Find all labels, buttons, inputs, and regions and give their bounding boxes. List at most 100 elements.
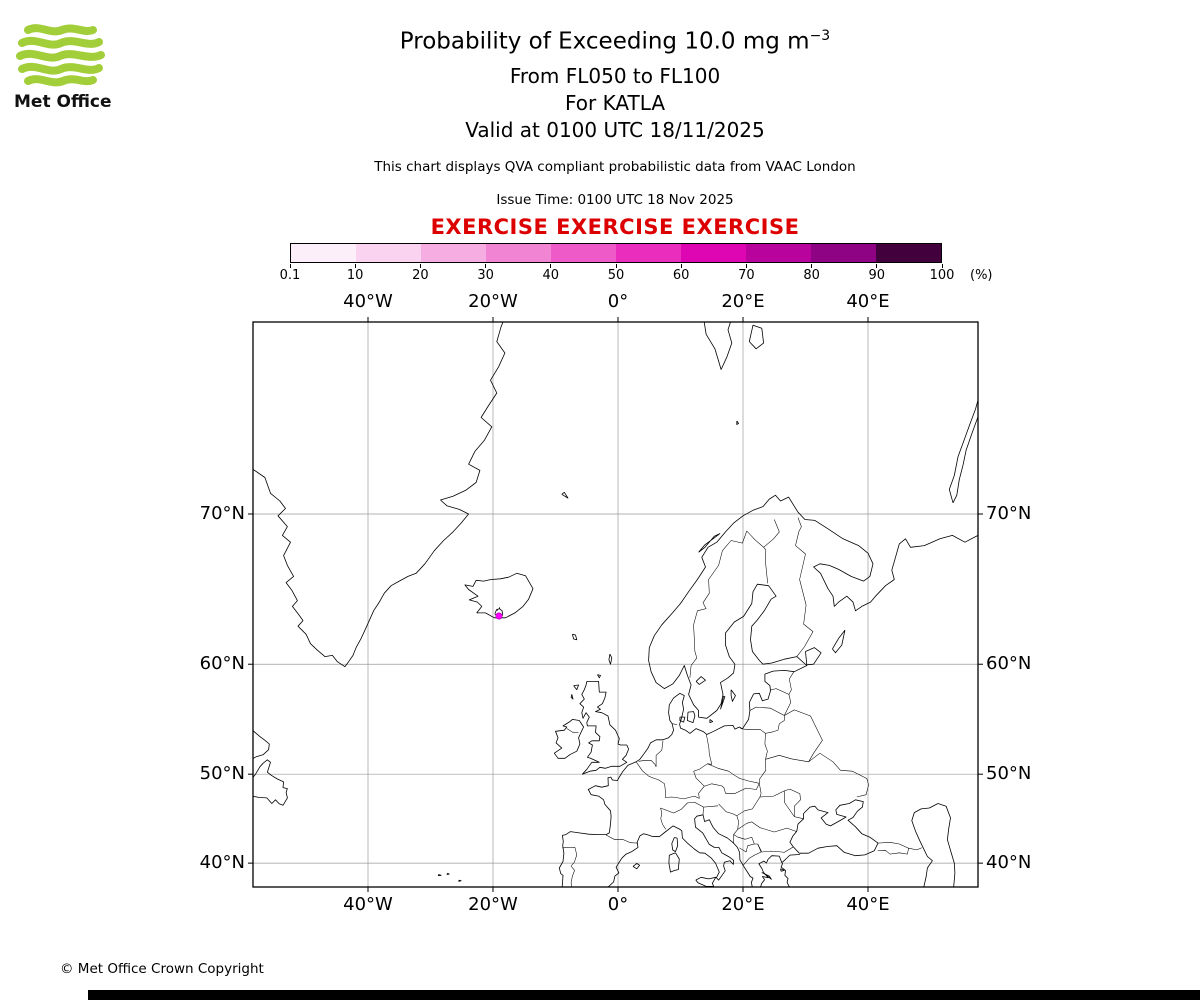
colorbar-segment [811, 244, 876, 262]
colorbar-tick [354, 264, 356, 268]
country-border [660, 807, 667, 830]
country-border [877, 848, 909, 855]
country-border [784, 790, 795, 817]
island-coastline [805, 647, 822, 666]
country-border [660, 801, 719, 814]
map-border [252, 321, 979, 888]
country-border [733, 834, 755, 845]
country-border [742, 843, 762, 866]
glacier-tick [496, 608, 498, 611]
coastline [952, 415, 978, 503]
coastline [703, 322, 733, 370]
subtitle-flight-levels: From FL050 to FL100 [509, 64, 721, 88]
country-border [737, 821, 797, 833]
coastline [558, 494, 978, 887]
lon-label-bottom: 20°W [468, 894, 518, 915]
country-border [763, 547, 768, 584]
lat-label-left: 70°N [199, 503, 245, 524]
island-coastline [709, 719, 714, 723]
country-border [769, 671, 795, 695]
met-office-logo: Met Office [14, 22, 114, 112]
title-exponent: −3 [809, 28, 831, 44]
island-coastline [608, 653, 613, 665]
colorbar-tick [941, 264, 943, 268]
country-border [765, 752, 869, 798]
logo-waves-icon [16, 24, 105, 87]
country-border [689, 530, 774, 678]
colorbar-tick-label: 10 [346, 268, 364, 283]
lat-label-right: 60°N [986, 653, 1032, 675]
country-border [704, 783, 722, 787]
island-coastline [632, 863, 640, 870]
country-border [718, 783, 762, 816]
island-coastline [671, 837, 679, 852]
country-border [759, 733, 768, 784]
hazard-probability-area-katla [495, 612, 503, 620]
colorbar-segment [876, 244, 941, 262]
island-coastline [720, 695, 726, 710]
island-coastline [730, 689, 736, 702]
island-coastline [561, 491, 569, 499]
lon-label-bottom: 40°W [343, 894, 393, 915]
issue-time: Issue Time: 0100 UTC 18 Nov 2025 [496, 192, 734, 208]
title-text: Probability of Exceeding 10.0 mg m [399, 28, 810, 55]
exercise-banner: EXERCISE EXERCISE EXERCISE [430, 215, 800, 239]
lon-label-top: 40°E [846, 291, 890, 312]
bottom-strip [88, 990, 1200, 1000]
coastline [780, 862, 790, 887]
colorbar-tick-label: 90 [868, 268, 886, 283]
country-border [638, 760, 657, 767]
country-border [635, 761, 666, 798]
copyright: © Met Office Crown Copyright [60, 961, 264, 977]
country-border [693, 734, 713, 772]
lat-label-left: 50°N [199, 763, 245, 785]
island-coastline [572, 633, 578, 641]
country-border [655, 740, 664, 767]
island-coastline [695, 876, 717, 887]
lat-label-left: 40°N [199, 852, 245, 874]
lon-label-top: 20°W [468, 291, 518, 312]
subtitle-volcano: For KATLA [565, 91, 665, 115]
coastline [911, 803, 956, 887]
colorbar-tick-label: 80 [803, 268, 820, 283]
colorbar-tick [419, 264, 421, 268]
coastline [253, 759, 288, 806]
colorbar-segment [421, 244, 486, 262]
country-border [562, 847, 578, 887]
island-coastline [780, 868, 785, 872]
country-border [707, 763, 760, 784]
island-coastline [437, 874, 442, 877]
island-coastline [698, 533, 721, 553]
country-border [739, 843, 758, 853]
country-border [795, 531, 814, 657]
island-coastline [695, 676, 706, 685]
map-frame [248, 317, 983, 892]
colorbar-tick [289, 264, 291, 268]
country-border [797, 517, 802, 532]
country-border [749, 706, 785, 716]
country-border [759, 788, 804, 820]
coastline [253, 730, 270, 759]
coastline [607, 814, 754, 887]
coastline [948, 398, 978, 503]
colorbar-tick [680, 264, 682, 268]
colorbar-tick-label: 0.1 [279, 268, 301, 283]
lat-label-right: 50°N [986, 763, 1032, 785]
page-title: Probability of Exceeding 10.0 mg m−3 [15, 28, 1200, 55]
colorbar-segment [616, 244, 681, 262]
lon-label-bottom: 20°E [721, 894, 765, 915]
colorbar-tick [550, 264, 552, 268]
colorbar-tick [745, 264, 747, 268]
country-border [702, 807, 704, 815]
coastline [579, 681, 629, 775]
colorbar-tick-label: 70 [738, 268, 755, 283]
country-border [665, 786, 705, 800]
subtitle-valid-time: Valid at 0100 UTC 18/11/2025 [465, 118, 765, 142]
colorbar-tick-label: 40 [542, 268, 560, 283]
country-border [757, 843, 794, 853]
island-coastline [570, 694, 574, 700]
island-coastline [761, 872, 772, 880]
country-border [784, 709, 823, 762]
logo-text: Met Office [14, 92, 112, 112]
